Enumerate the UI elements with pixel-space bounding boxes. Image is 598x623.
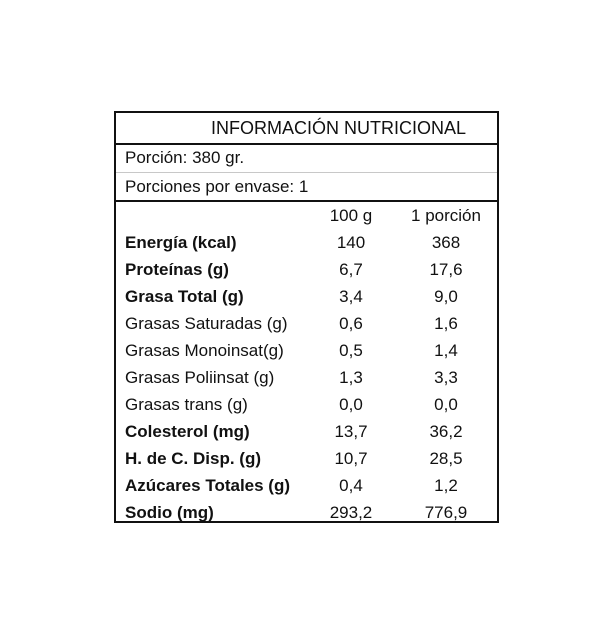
nutrient-row: Grasas Saturadas (g) 0,6 1,6 bbox=[116, 310, 497, 337]
nutrient-row: Azúcares Totales (g) 0,4 1,2 bbox=[116, 472, 497, 499]
nutrient-name: Energía (kcal) bbox=[125, 233, 237, 252]
divider bbox=[116, 143, 497, 145]
value-per-portion: 17,6 bbox=[429, 260, 463, 279]
column-header-100g: 100 g bbox=[329, 206, 373, 225]
nutrient-row: Proteínas (g) 6,7 17,6 bbox=[116, 256, 497, 283]
value-per-portion: 3,3 bbox=[434, 368, 458, 387]
nutrient-name: Colesterol (mg) bbox=[125, 422, 250, 441]
value-per-portion: 368 bbox=[431, 233, 461, 252]
value-per-100g: 0,5 bbox=[339, 341, 363, 360]
portion-size: Porción: 380 gr. bbox=[125, 148, 245, 167]
value-per-portion: 776,9 bbox=[424, 503, 468, 522]
nutrient-name: Grasas Monoinsat(g) bbox=[125, 341, 284, 360]
value-per-100g: 0,4 bbox=[339, 476, 363, 495]
value-per-100g: 293,2 bbox=[329, 503, 373, 522]
column-header-portion: 1 porción bbox=[411, 206, 481, 225]
value-per-portion: 1,2 bbox=[434, 476, 458, 495]
value-per-portion: 36,2 bbox=[429, 422, 463, 441]
value-per-100g: 1,3 bbox=[339, 368, 363, 387]
column-header-row: 100 g 1 porción bbox=[116, 202, 497, 229]
nutrient-name: H. de C. Disp. (g) bbox=[125, 449, 261, 468]
nutrient-row: Grasas Monoinsat(g) 0,5 1,4 bbox=[116, 337, 497, 364]
value-per-portion: 1,6 bbox=[434, 314, 458, 333]
value-per-100g: 13,7 bbox=[334, 422, 368, 441]
nutrient-row: Grasas trans (g) 0,0 0,0 bbox=[116, 391, 497, 418]
value-per-100g: 140 bbox=[336, 233, 366, 252]
nutrient-row: Grasas Poliinsat (g) 1,3 3,3 bbox=[116, 364, 497, 391]
nutrient-name: Grasas Saturadas (g) bbox=[125, 314, 288, 333]
label-title: INFORMACIÓN NUTRICIONAL bbox=[211, 118, 467, 138]
nutrient-name: Grasas Poliinsat (g) bbox=[125, 368, 275, 387]
nutrient-row: Grasa Total (g) 3,4 9,0 bbox=[116, 283, 497, 310]
nutrient-row: Sodio (mg) 293,2 776,9 bbox=[116, 499, 497, 526]
divider bbox=[116, 200, 497, 202]
nutrition-label: INFORMACIÓN NUTRICIONAL Porción: 380 gr.… bbox=[114, 111, 499, 523]
nutrient-row: H. de C. Disp. (g) 10,7 28,5 bbox=[116, 445, 497, 472]
value-per-100g: 0,0 bbox=[339, 395, 363, 414]
value-per-100g: 6,7 bbox=[339, 260, 363, 279]
nutrient-name: Proteínas (g) bbox=[125, 260, 229, 279]
nutrient-name: Grasa Total (g) bbox=[125, 287, 244, 306]
value-per-portion: 9,0 bbox=[434, 287, 458, 306]
portions-per-container: Porciones por envase: 1 bbox=[125, 177, 309, 196]
divider bbox=[116, 172, 497, 173]
value-per-100g: 10,7 bbox=[334, 449, 368, 468]
nutrient-name: Azúcares Totales (g) bbox=[125, 476, 291, 495]
nutrient-name: Sodio (mg) bbox=[125, 503, 214, 522]
nutrient-row: Colesterol (mg) 13,7 36,2 bbox=[116, 418, 497, 445]
value-per-100g: 3,4 bbox=[339, 287, 363, 306]
value-per-portion: 28,5 bbox=[429, 449, 463, 468]
value-per-100g: 0,6 bbox=[339, 314, 363, 333]
value-per-portion: 1,4 bbox=[434, 341, 458, 360]
value-per-portion: 0,0 bbox=[434, 395, 458, 414]
nutrient-row: Energía (kcal) 140 368 bbox=[116, 229, 497, 256]
nutrient-name: Grasas trans (g) bbox=[125, 395, 248, 414]
